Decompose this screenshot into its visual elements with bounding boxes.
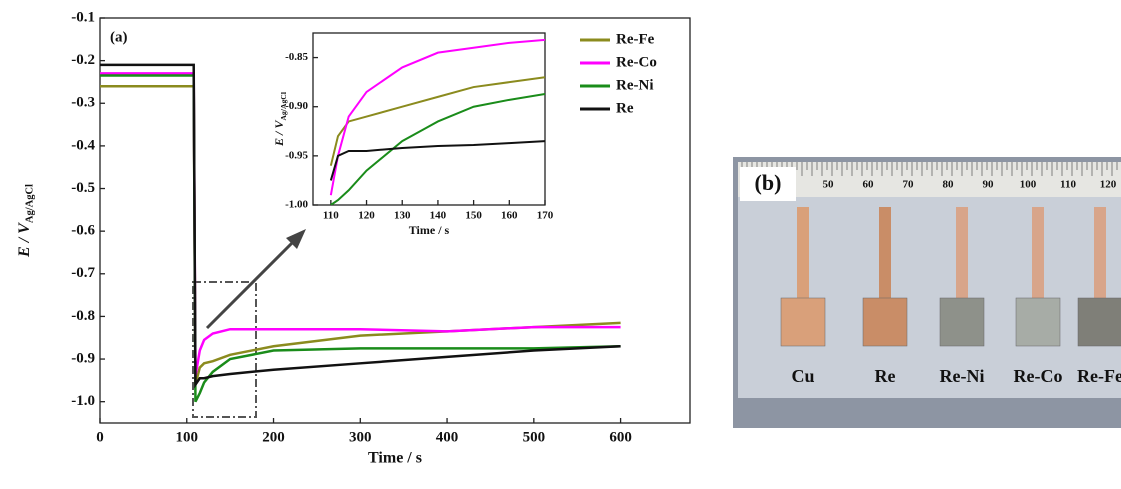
x-tick-label: 0	[96, 429, 104, 445]
series-line	[100, 84, 621, 385]
sample-label: Re	[875, 366, 896, 386]
ruler-label: 120	[1100, 179, 1117, 191]
sample-square	[939, 297, 985, 347]
y-axis-label-sub: Ag/AgCl	[25, 184, 36, 223]
x-tick-label: 500	[523, 429, 546, 445]
x-tick-label: 110	[323, 210, 339, 222]
y-tick-label: -0.90	[285, 100, 308, 112]
x-tick-label: 130	[394, 210, 411, 222]
x-tick-label: 120	[358, 210, 375, 222]
sample-strip	[1094, 207, 1106, 302]
y-axis-label-main: E / V	[272, 120, 286, 147]
sample-square	[862, 297, 908, 347]
y-tick-label: -1.0	[71, 393, 95, 409]
sample-label: Re-Co	[1014, 366, 1063, 386]
ruler-label: 110	[1060, 179, 1076, 191]
sample-strip	[1032, 207, 1044, 302]
sample-square	[1015, 297, 1061, 347]
x-tick-label: 170	[537, 210, 554, 222]
series-line	[100, 74, 621, 403]
y-tick-label: -0.95	[285, 149, 308, 161]
y-tick-label: -0.85	[285, 51, 308, 63]
y-tick-label: -0.4	[71, 137, 95, 153]
plot-frame	[99, 17, 691, 424]
zoom-box	[192, 281, 257, 418]
y-axis-label-sub: Ag/AgCl	[279, 92, 288, 121]
sample-square	[1077, 297, 1121, 347]
sample-label: Re-Fe	[1077, 366, 1121, 386]
y-axis-label: E / VAg/AgCl	[272, 92, 288, 147]
y-tick-label: -0.7	[71, 265, 95, 281]
ruler-label: 50	[823, 179, 835, 191]
x-tick-label: 150	[465, 210, 482, 222]
series-line	[329, 140, 545, 181]
sample-label: Cu	[791, 366, 814, 386]
ruler-label: 60	[863, 179, 875, 191]
x-tick-label: 100	[176, 429, 199, 445]
y-tick-label: -1.00	[285, 199, 308, 211]
series-line	[330, 92, 545, 205]
y-tick-label: -0.3	[71, 95, 95, 111]
x-tick-label: 400	[436, 429, 459, 445]
arrow-head	[286, 229, 306, 249]
x-axis-label: Time / s	[409, 223, 450, 237]
y-tick-label: -0.5	[71, 180, 95, 196]
legend-label: Re	[616, 100, 634, 116]
y-tick-label: -0.9	[71, 350, 95, 366]
series-group	[329, 38, 545, 205]
x-axis-label: Time / s	[368, 450, 422, 467]
panel-label: (b)	[755, 170, 782, 195]
ruler-label: 90	[983, 179, 995, 191]
plot-frame	[312, 32, 546, 206]
legend-label: Re-Fe	[616, 31, 655, 47]
ruler-label: 70	[903, 179, 915, 191]
y-tick-label: -0.2	[71, 52, 95, 68]
y-axis-label-main: E / V	[16, 222, 33, 258]
legend-label: Re-Co	[616, 54, 657, 70]
ruler-label: 100	[1020, 179, 1037, 191]
panel-label-bg	[740, 167, 796, 201]
sample-square	[780, 297, 826, 347]
series-line	[329, 38, 545, 196]
x-tick-label: 160	[501, 210, 518, 222]
sample-strip	[797, 207, 809, 302]
x-tick-label: 600	[609, 429, 632, 445]
y-tick-label: -0.8	[71, 308, 95, 324]
series-line	[100, 63, 621, 389]
panel-label: (a)	[110, 29, 128, 45]
zoom-arrow	[205, 238, 297, 330]
sample-label: Re-Ni	[940, 366, 985, 386]
ruler-label: 80	[943, 179, 955, 191]
y-tick-label: -0.6	[71, 223, 95, 239]
series-line	[329, 76, 545, 166]
sample-strip	[956, 207, 968, 302]
sample-strip	[879, 207, 891, 302]
series-group	[100, 63, 621, 403]
y-tick-label: -0.1	[71, 9, 95, 25]
x-tick-label: 300	[349, 429, 372, 445]
y-axis-label: E / VAg/AgCl	[16, 184, 36, 258]
legend-label: Re-Ni	[616, 77, 654, 93]
x-tick-label: 200	[262, 429, 285, 445]
x-tick-label: 140	[430, 210, 447, 222]
